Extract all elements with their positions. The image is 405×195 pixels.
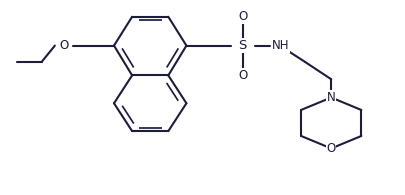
Text: S: S <box>239 39 247 52</box>
Text: O: O <box>238 69 247 82</box>
Text: NH: NH <box>272 39 290 52</box>
Text: O: O <box>59 39 68 52</box>
Text: O: O <box>326 142 336 155</box>
Text: O: O <box>238 10 247 23</box>
Text: N: N <box>327 91 336 104</box>
